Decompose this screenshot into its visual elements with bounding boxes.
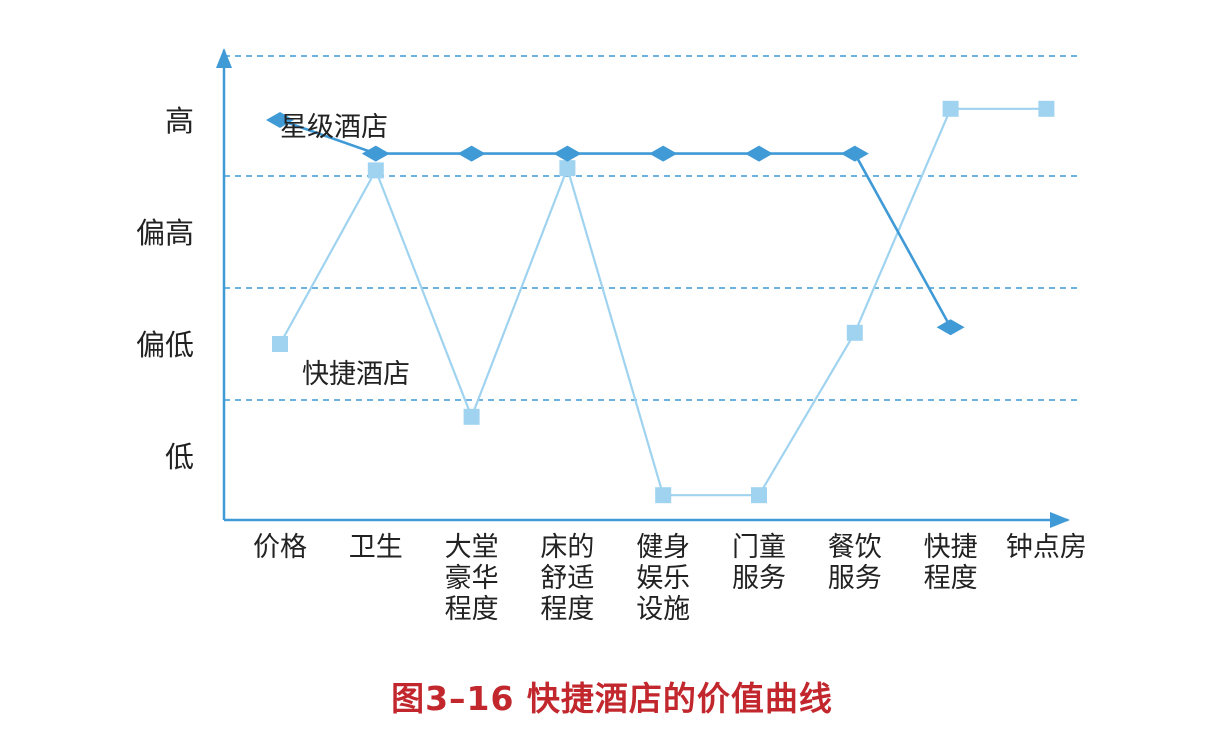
x-tick-label: 豪华: [445, 563, 499, 594]
x-tick-label: 程度: [445, 594, 499, 625]
data-point: [846, 324, 863, 341]
data-point: [751, 487, 767, 504]
x-tick-label: 设施: [636, 594, 690, 625]
y-tick-label: 低: [165, 440, 194, 474]
x-tick-label: 程度: [540, 594, 594, 625]
series-label-budget-hotel: 快捷酒店: [302, 359, 410, 390]
x-tick-label: 钟点房: [1006, 532, 1087, 563]
x-tick-label: 价格: [253, 532, 307, 563]
x-tick-label: 服务: [732, 563, 786, 594]
data-point: [745, 145, 773, 162]
data-point: [272, 336, 288, 352]
data-point: [649, 145, 678, 162]
x-tick-label: 娱乐: [636, 563, 690, 594]
x-tick-label: 舒适: [540, 563, 594, 594]
series-label-star-hotel: 星级酒店: [280, 112, 388, 143]
data-point: [936, 319, 965, 336]
y-tick-labels: 低 偏低 偏高 高: [136, 104, 194, 474]
y-tick-label: 偏高: [136, 216, 194, 250]
data-point: [463, 408, 480, 425]
data-point: [367, 162, 384, 179]
data-point: [457, 145, 486, 162]
chart-caption: 图3–16 快捷酒店的价值曲线: [391, 679, 833, 718]
x-tick-label: 卫生: [349, 532, 403, 563]
x-tick-label: 服务: [828, 563, 882, 594]
data-point: [655, 487, 672, 504]
series-line: [279, 107, 1047, 497]
x-tick-label: 大堂: [445, 532, 499, 563]
x-tick-label: 门童: [732, 532, 786, 563]
data-point: [1038, 100, 1055, 117]
x-tick-label: 餐饮: [828, 532, 882, 563]
data-point: [559, 160, 576, 177]
y-tick-label: 高: [165, 104, 194, 138]
x-tick-label: 健身: [636, 532, 690, 563]
series-line: [279, 118, 952, 328]
x-tick-label: 程度: [924, 563, 978, 594]
x-tick-label: 床的: [540, 532, 594, 563]
data-point: [266, 112, 294, 128]
data-point: [840, 145, 869, 162]
data-point: [553, 145, 582, 162]
y-tick-label: 偏低: [136, 328, 194, 362]
axes: [216, 48, 1070, 528]
x-tick-label: 快捷: [924, 532, 978, 563]
data-point: [361, 145, 390, 162]
series-group: [266, 100, 1055, 504]
data-point: [942, 100, 959, 117]
